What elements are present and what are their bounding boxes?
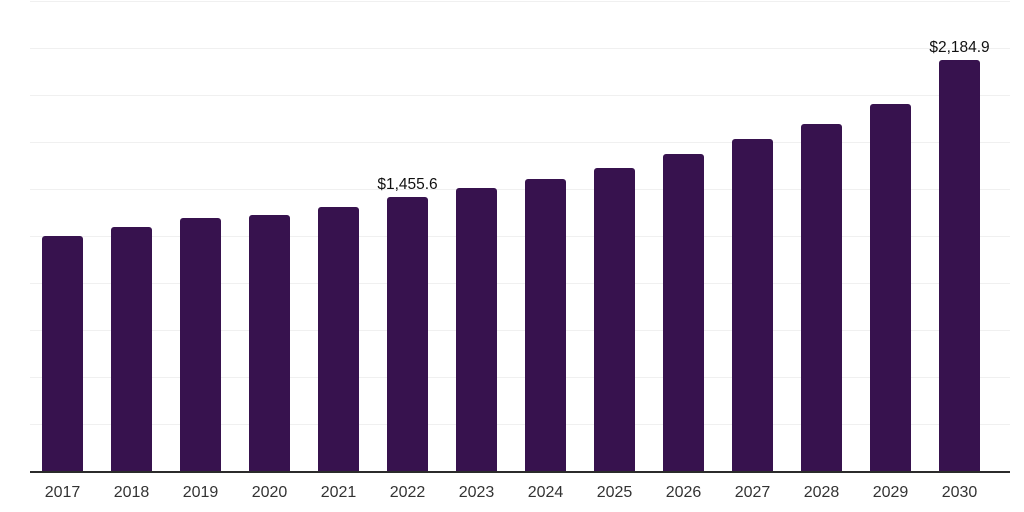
x-tick-label-2030: 2030 bbox=[941, 484, 978, 501]
gridline bbox=[30, 377, 1010, 378]
x-axis-line bbox=[30, 471, 1010, 473]
bar-2021 bbox=[318, 207, 359, 471]
bar-2022 bbox=[387, 197, 428, 471]
x-tick-label-2028: 2028 bbox=[803, 484, 840, 501]
x-tick-label-2020: 2020 bbox=[251, 484, 288, 501]
bar-2028 bbox=[801, 124, 842, 471]
bar-2025 bbox=[594, 168, 635, 471]
bar-2026 bbox=[663, 154, 704, 471]
x-tick-label-2027: 2027 bbox=[734, 484, 771, 501]
bar-2018 bbox=[111, 226, 152, 471]
gridline bbox=[30, 424, 1010, 425]
x-tick-label-2025: 2025 bbox=[596, 484, 633, 501]
x-tick-label-2022: 2022 bbox=[389, 484, 426, 501]
bar-2019 bbox=[180, 217, 221, 471]
x-tick-label-2018: 2018 bbox=[113, 484, 150, 501]
x-tick-label-2019: 2019 bbox=[182, 484, 219, 501]
value-label-2022: $1,455.6 bbox=[377, 176, 438, 194]
bar-2017 bbox=[42, 235, 83, 471]
x-tick-label-2023: 2023 bbox=[458, 484, 495, 501]
bar-2029 bbox=[870, 104, 911, 471]
x-tick-label-2021: 2021 bbox=[320, 484, 357, 501]
x-tick-label-2026: 2026 bbox=[665, 484, 702, 501]
x-tick-label-2024: 2024 bbox=[527, 484, 564, 501]
value-label-2030: $2,184.9 bbox=[929, 39, 990, 57]
bar-2030 bbox=[939, 60, 980, 471]
bar-2024 bbox=[525, 179, 566, 471]
gridline bbox=[30, 189, 1010, 190]
gridline bbox=[30, 283, 1010, 284]
gridline bbox=[30, 95, 1010, 96]
gridline bbox=[30, 330, 1010, 331]
bar-2027 bbox=[732, 139, 773, 471]
gridline bbox=[30, 142, 1010, 143]
x-tick-label-2029: 2029 bbox=[872, 484, 909, 501]
x-tick-label-2017: 2017 bbox=[44, 484, 81, 501]
gridline bbox=[30, 236, 1010, 237]
bar-2023 bbox=[456, 188, 497, 471]
gridline bbox=[30, 1, 1010, 2]
gridline bbox=[30, 48, 1010, 49]
bar-2020 bbox=[249, 215, 290, 471]
